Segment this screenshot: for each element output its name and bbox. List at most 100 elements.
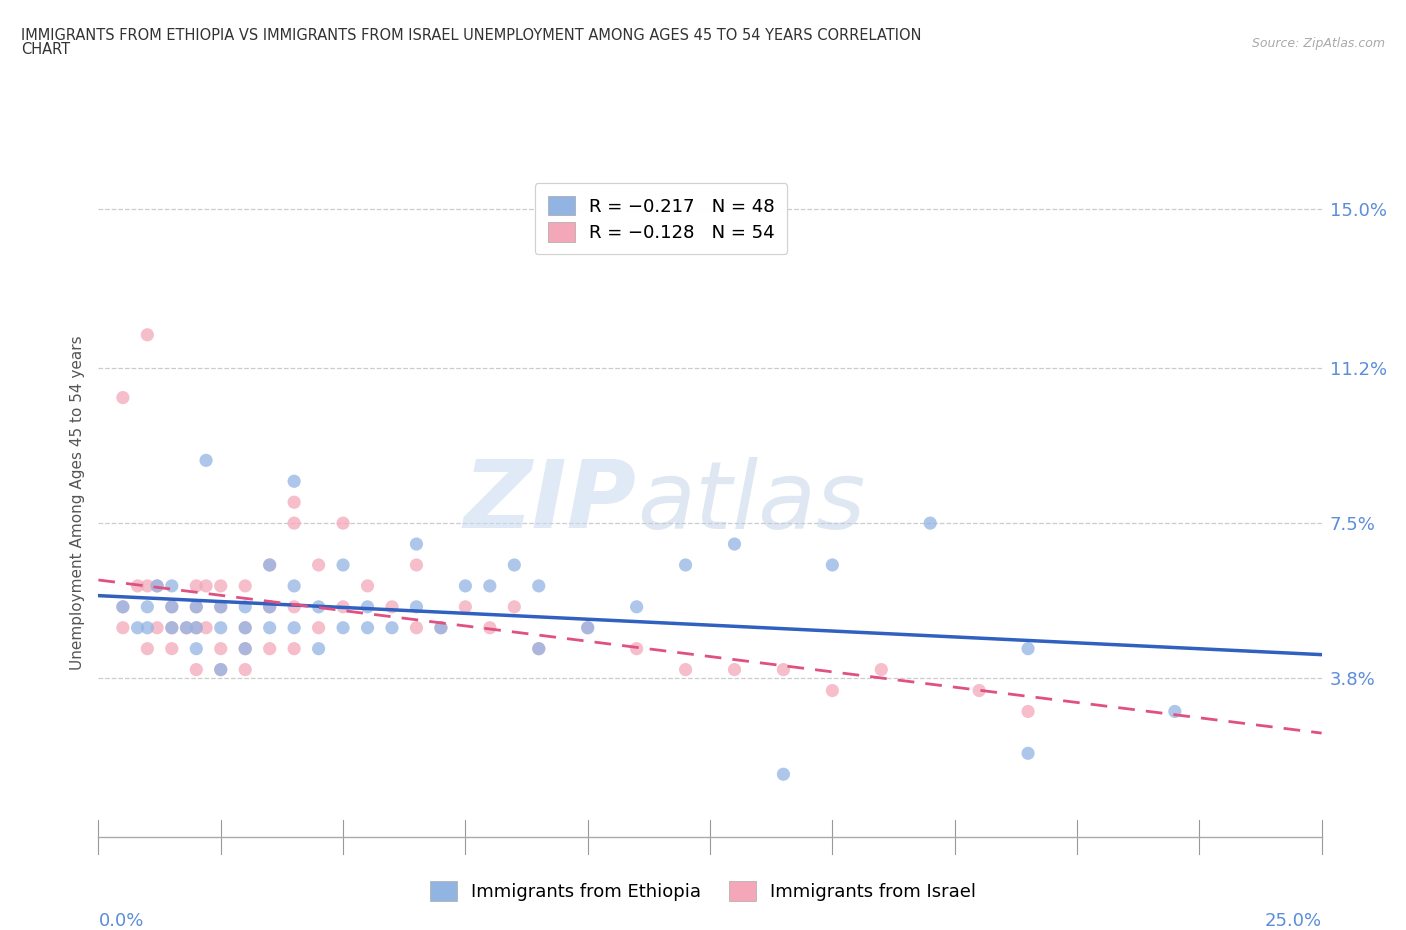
Point xyxy=(381,620,404,635)
Point xyxy=(146,578,169,593)
Point xyxy=(283,495,305,510)
Point xyxy=(176,620,198,635)
Point xyxy=(136,642,159,657)
Point xyxy=(259,600,281,615)
Point xyxy=(356,578,378,593)
Point xyxy=(186,620,208,635)
Point xyxy=(772,766,794,781)
Point xyxy=(405,558,427,573)
Point xyxy=(136,600,159,615)
Point xyxy=(186,600,208,615)
Point xyxy=(259,620,281,635)
Point xyxy=(870,662,893,677)
Point xyxy=(626,642,648,657)
Point xyxy=(332,516,354,531)
Point xyxy=(821,558,844,573)
Point xyxy=(127,620,149,635)
Point xyxy=(160,642,183,657)
Point xyxy=(186,578,208,593)
Point xyxy=(195,453,218,468)
Point xyxy=(356,600,378,615)
Point xyxy=(209,578,232,593)
Point xyxy=(576,620,599,635)
Point xyxy=(283,642,305,657)
Point xyxy=(127,578,149,593)
Point xyxy=(176,620,198,635)
Point xyxy=(233,578,256,593)
Point xyxy=(233,642,256,657)
Point xyxy=(723,537,745,551)
Point xyxy=(1164,704,1187,719)
Point xyxy=(332,600,354,615)
Point xyxy=(723,662,745,677)
Point xyxy=(160,620,183,635)
Point xyxy=(111,391,134,405)
Text: atlas: atlas xyxy=(637,457,865,548)
Legend: Immigrants from Ethiopia, Immigrants from Israel: Immigrants from Ethiopia, Immigrants fro… xyxy=(419,870,987,911)
Point xyxy=(454,600,477,615)
Point xyxy=(209,662,232,677)
Point xyxy=(527,642,550,657)
Point xyxy=(675,662,697,677)
Point xyxy=(1017,642,1039,657)
Point xyxy=(1017,746,1039,761)
Point xyxy=(478,620,501,635)
Point xyxy=(259,558,281,573)
Point xyxy=(186,662,208,677)
Text: 25.0%: 25.0% xyxy=(1264,912,1322,930)
Y-axis label: Unemployment Among Ages 45 to 54 years: Unemployment Among Ages 45 to 54 years xyxy=(69,335,84,670)
Point xyxy=(283,578,305,593)
Text: Source: ZipAtlas.com: Source: ZipAtlas.com xyxy=(1251,37,1385,50)
Point xyxy=(454,578,477,593)
Point xyxy=(283,516,305,531)
Point xyxy=(259,642,281,657)
Point xyxy=(478,578,501,593)
Legend: R = −0.217   N = 48, R = −0.128   N = 54: R = −0.217 N = 48, R = −0.128 N = 54 xyxy=(534,183,787,255)
Point xyxy=(356,620,378,635)
Point xyxy=(146,620,169,635)
Point xyxy=(195,620,218,635)
Point xyxy=(967,683,990,698)
Point xyxy=(527,642,550,657)
Point xyxy=(195,578,218,593)
Point xyxy=(209,600,232,615)
Point xyxy=(233,600,256,615)
Point xyxy=(209,662,232,677)
Point xyxy=(111,620,134,635)
Point xyxy=(136,620,159,635)
Point xyxy=(233,620,256,635)
Point xyxy=(332,558,354,573)
Point xyxy=(209,600,232,615)
Point xyxy=(430,620,453,635)
Point xyxy=(209,620,232,635)
Point xyxy=(772,662,794,677)
Point xyxy=(111,600,134,615)
Point xyxy=(186,642,208,657)
Point xyxy=(332,620,354,635)
Point xyxy=(405,600,427,615)
Point xyxy=(259,600,281,615)
Point xyxy=(381,600,404,615)
Point xyxy=(283,620,305,635)
Point xyxy=(1017,704,1039,719)
Point xyxy=(186,620,208,635)
Point xyxy=(186,600,208,615)
Point xyxy=(503,558,526,573)
Point xyxy=(233,662,256,677)
Point xyxy=(527,578,550,593)
Point xyxy=(405,620,427,635)
Point xyxy=(821,683,844,698)
Point xyxy=(283,600,305,615)
Point xyxy=(160,600,183,615)
Point xyxy=(675,558,697,573)
Point xyxy=(283,474,305,489)
Point xyxy=(405,537,427,551)
Point xyxy=(920,516,942,531)
Point xyxy=(308,642,330,657)
Point xyxy=(308,558,330,573)
Point xyxy=(111,600,134,615)
Point xyxy=(160,578,183,593)
Point xyxy=(233,642,256,657)
Point xyxy=(308,620,330,635)
Point xyxy=(626,600,648,615)
